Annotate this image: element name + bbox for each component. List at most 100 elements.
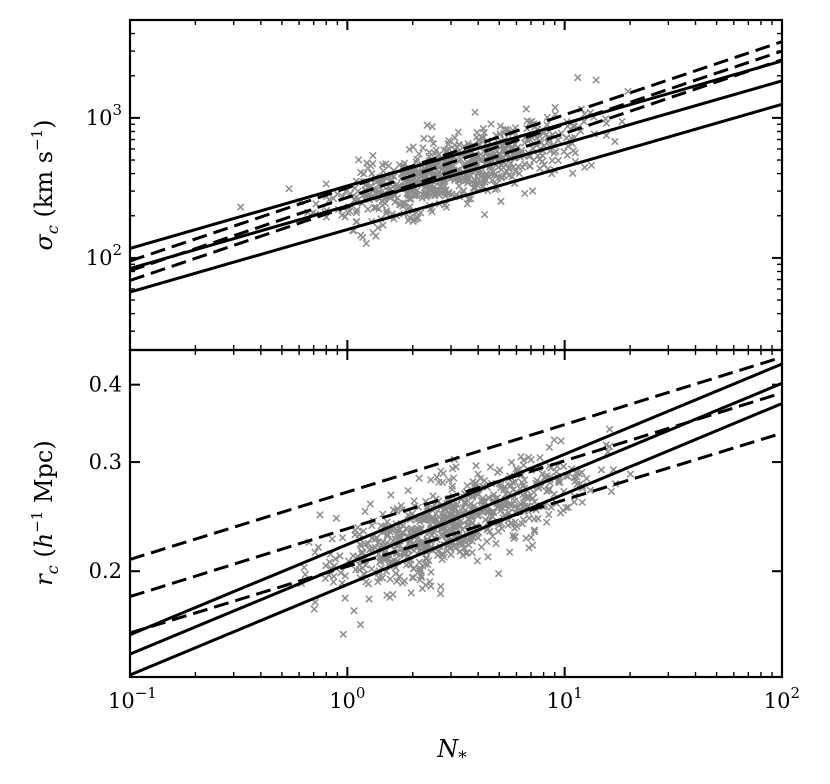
scatter-point xyxy=(420,134,428,143)
scatter-point xyxy=(436,589,445,598)
scatter-point xyxy=(236,203,245,211)
scatter-point xyxy=(534,514,542,523)
scatter-point xyxy=(372,232,380,240)
scatter-point xyxy=(578,498,587,507)
scatter-point xyxy=(438,478,447,487)
bottom-plot-frame xyxy=(128,348,784,679)
scatter-point xyxy=(398,579,407,587)
scatter-point xyxy=(421,543,429,551)
scatter-point xyxy=(409,564,418,573)
scatter-point xyxy=(479,124,488,133)
scatter-point xyxy=(524,453,533,462)
scatter-point xyxy=(459,540,467,548)
scatter-point xyxy=(344,208,352,217)
scatter-point xyxy=(422,187,430,196)
scatter-point xyxy=(474,136,483,144)
scatter-point xyxy=(404,190,413,198)
scatter-point xyxy=(557,437,565,445)
scatter-point xyxy=(605,425,614,434)
scatter-point xyxy=(519,499,528,507)
scatter-point xyxy=(463,549,471,557)
scatter-point xyxy=(423,121,431,129)
scatter-point xyxy=(578,468,586,477)
scatter-point xyxy=(415,150,423,158)
scatter-point xyxy=(409,143,417,151)
scatter-point xyxy=(356,620,365,629)
scatter-point xyxy=(536,453,544,462)
scatter-point xyxy=(417,571,425,580)
solid-fit-line xyxy=(130,381,782,656)
scatter-point xyxy=(510,524,519,532)
scatter-point xyxy=(365,595,373,603)
scatter-point xyxy=(483,537,491,546)
scatter-point xyxy=(522,534,530,543)
scatter-point xyxy=(559,462,568,471)
scatter-point xyxy=(358,548,367,556)
scatter-point xyxy=(407,195,415,203)
scatter-point xyxy=(484,553,492,561)
scatter-point xyxy=(406,560,415,569)
scatter-point xyxy=(357,542,365,550)
x-tick-label: 100 xyxy=(329,684,365,713)
scatter-point xyxy=(378,161,387,169)
x-axis-title: N* xyxy=(436,735,467,768)
scatter-point xyxy=(328,535,336,543)
scatter-point xyxy=(444,188,453,197)
scatter-point xyxy=(391,198,399,206)
scatter-point xyxy=(494,569,503,578)
scatter-point xyxy=(395,572,404,581)
scatter-point xyxy=(484,173,493,181)
scatter-point xyxy=(545,510,553,519)
scatter-point xyxy=(521,189,529,198)
scatter-point xyxy=(486,463,495,471)
solid-fit-line xyxy=(130,102,782,294)
scatter-point xyxy=(387,491,395,499)
scatter-point xyxy=(400,159,409,168)
scatter-point xyxy=(551,103,559,112)
scatter-point xyxy=(511,518,520,526)
scatter-point xyxy=(375,205,383,213)
scatter-point xyxy=(376,556,385,565)
scatter-point xyxy=(463,520,471,529)
scatter-point xyxy=(454,128,463,136)
y-tick-label: 0.4 xyxy=(89,373,122,397)
scatter-point xyxy=(550,436,559,444)
scatter-point xyxy=(507,458,516,467)
scatter-point xyxy=(449,474,458,482)
y-tick-label: 102 xyxy=(86,241,122,270)
scatter-point xyxy=(540,160,549,169)
x-tick-label: 101 xyxy=(547,684,583,713)
scatter-point xyxy=(580,163,589,172)
scatter-point xyxy=(611,137,619,146)
scatter-point xyxy=(410,497,418,505)
scatter-point xyxy=(459,187,467,195)
scatter-point xyxy=(476,474,485,483)
scatter-point xyxy=(378,574,387,582)
scatter-point xyxy=(554,156,563,165)
scatter-point xyxy=(349,552,357,560)
scatter-point xyxy=(488,532,497,541)
x-tick-label: 10−1 xyxy=(108,684,157,713)
scatter-point xyxy=(341,572,350,580)
scatter-point xyxy=(545,443,554,451)
scatter-point xyxy=(438,549,447,558)
scatter-point xyxy=(477,543,486,551)
scatter-point xyxy=(548,156,556,165)
top-plot-frame xyxy=(128,18,784,352)
scatter-point xyxy=(519,516,528,524)
scatter-point xyxy=(520,476,529,484)
scatter-point xyxy=(562,503,570,512)
scatter-point xyxy=(433,551,442,560)
scatter-point xyxy=(301,570,310,579)
scatter-point xyxy=(564,503,573,512)
top-ticks: 102 103 xyxy=(86,20,783,350)
scatter-point xyxy=(526,162,534,170)
scatter-point xyxy=(311,548,319,557)
scatter-point xyxy=(337,569,345,577)
scatter-point xyxy=(517,453,525,461)
scatter-point xyxy=(552,467,561,476)
scatter-point xyxy=(316,511,324,519)
scatter-point xyxy=(463,481,472,490)
scatter-point xyxy=(383,518,391,526)
